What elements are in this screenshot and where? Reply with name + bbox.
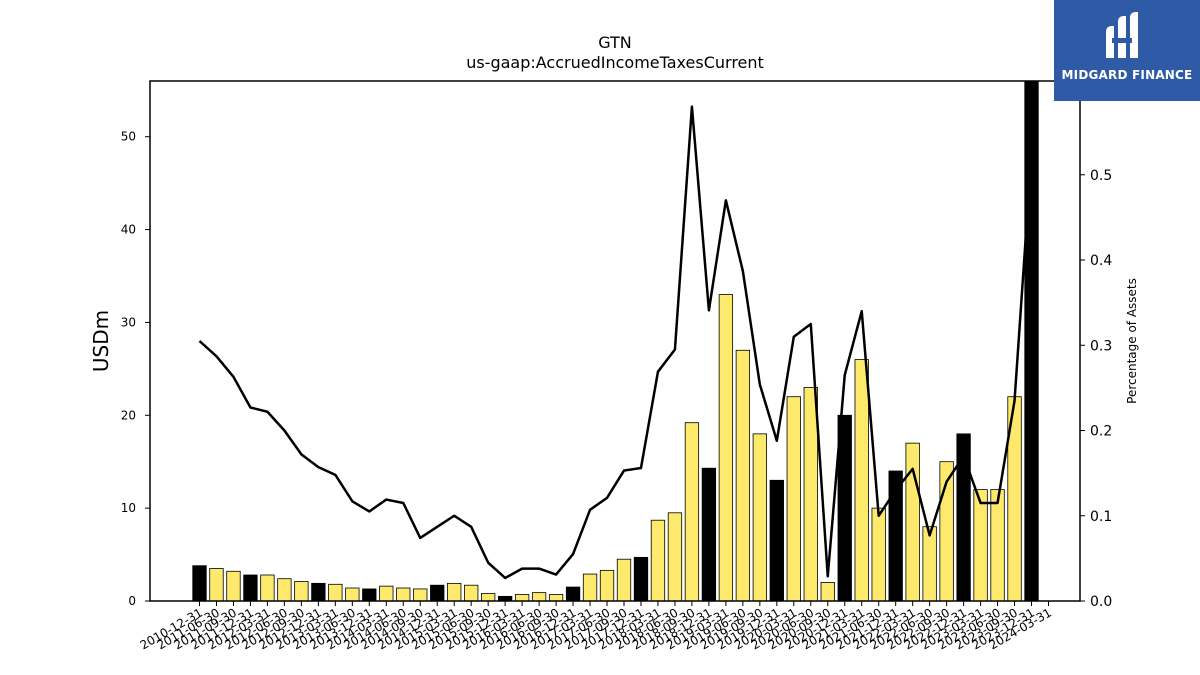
bar-2019-12-31 <box>769 479 784 602</box>
bar-2018-09-30 <box>684 422 700 602</box>
bar-2020-03-31 <box>786 396 801 602</box>
y-tick-label: 10 <box>121 501 136 515</box>
plot-frame <box>149 80 1081 602</box>
x-axis: 2010-12-312011-06-302011-09-302011-12-31… <box>138 601 1054 652</box>
bar-2010-12-31 <box>192 565 207 602</box>
y-axis-label: USDm <box>89 310 113 372</box>
bar-2013-06-30 <box>345 587 360 602</box>
bar-2020-06-30 <box>803 387 818 602</box>
y2-tick-label: 0.1 <box>1090 509 1112 525</box>
bar-2017-03-31 <box>582 573 598 602</box>
bar-2021-03-31 <box>854 359 869 602</box>
bar-2023-06-30 <box>990 489 1005 602</box>
percentage-of-assets-line <box>198 105 1033 580</box>
bar-2011-09-30 <box>226 570 241 602</box>
bar-2015-06-30 <box>464 584 479 602</box>
bar-2012-03-31 <box>260 574 275 602</box>
bar-2022-06-30 <box>922 526 937 602</box>
bars <box>192 80 1039 602</box>
bar-2022-03-31 <box>905 442 920 602</box>
bar-2016-12-31 <box>565 586 581 602</box>
bar-2023-03-31 <box>973 489 988 602</box>
bar-2017-06-30 <box>599 569 615 602</box>
bar-2014-06-30 <box>396 587 411 602</box>
bar-2018-03-31 <box>650 519 666 602</box>
bar-2020-09-30 <box>820 582 835 602</box>
bar-2015-09-30 <box>481 593 496 602</box>
bar-2017-12-31 <box>633 556 649 602</box>
bar-2021-06-30 <box>871 507 886 602</box>
y2-tick-label: 0.2 <box>1090 424 1112 440</box>
y2-tick-label: 0.5 <box>1090 168 1112 184</box>
bar-2018-06-30 <box>667 512 683 602</box>
bar-2011-06-30 <box>209 568 224 602</box>
y-tick-label: 40 <box>121 223 136 237</box>
y2-tick-label: 0.0 <box>1090 594 1112 610</box>
y-tick-label: 20 <box>121 408 136 422</box>
chart-title: GTN <box>598 33 632 52</box>
y-axis-left: 0 10 20 30 40 50 <box>121 130 150 608</box>
bar-2019-09-30 <box>752 433 767 602</box>
y2-tick-label: 0.3 <box>1090 338 1112 354</box>
y-tick-label: 50 <box>121 130 136 144</box>
bar-2016-09-30 <box>548 594 564 602</box>
y-tick-label: 30 <box>121 315 136 329</box>
bar-2015-03-31 <box>447 582 462 602</box>
bar-2012-12-31 <box>311 582 326 602</box>
y2-axis-label: Percentage of Assets <box>1125 278 1139 404</box>
bar-2014-03-31 <box>379 585 394 602</box>
y2-tick-label: 0.4 <box>1090 253 1112 269</box>
bar-2012-09-30 <box>294 581 309 602</box>
bar-2014-12-31 <box>430 584 445 602</box>
bar-2019-03-31 <box>718 294 734 602</box>
brand-logo: MIDGARD FINANCE <box>1054 0 1200 101</box>
bar-2011-12-31 <box>243 574 258 602</box>
bar-2013-03-31 <box>328 583 343 602</box>
bar-2016-06-30 <box>531 592 547 602</box>
chart-subtitle: us-gaap:AccruedIncomeTaxesCurrent <box>466 53 764 72</box>
bar-2018-12-31 <box>701 467 717 602</box>
y-axis-right: 0.0 0.1 0.2 0.3 0.4 0.5 <box>1080 168 1112 610</box>
y-tick-label: 0 <box>128 594 136 608</box>
logo-text: MIDGARD FINANCE <box>1061 68 1193 82</box>
bar-2016-03-31 <box>514 594 530 602</box>
bar-2017-09-30 <box>616 558 632 602</box>
bar-2012-06-30 <box>277 578 292 602</box>
bar-2019-06-30 <box>735 349 751 602</box>
bar-2013-12-31 <box>362 588 377 602</box>
logo-icon <box>1106 12 1138 58</box>
bar-2014-09-30 <box>413 588 428 602</box>
